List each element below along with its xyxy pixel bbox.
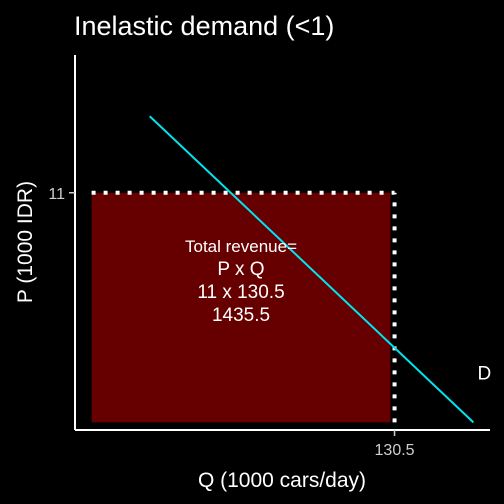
annotation-line: Total revenue= <box>185 237 297 256</box>
demand-curve <box>149 115 475 424</box>
y-tick-label: 11 <box>48 186 65 203</box>
y-axis-title: P (1000 IDR) <box>14 181 37 303</box>
plot-area: D Total revenue= P x Q 11 x 130.5 1435.5 130.… <box>48 55 491 459</box>
x-tick-label: 130.5 <box>375 442 415 459</box>
chart-title: Inelastic demand (<1) <box>74 11 334 41</box>
annotation-line: P x Q <box>217 259 264 280</box>
annotation-line: 11 x 130.5 <box>197 282 284 303</box>
annotation-line: 1435.5 <box>212 305 270 326</box>
total-revenue-annotation: Total revenue= P x Q 11 x 130.5 1435.5 <box>185 237 297 326</box>
demand-curve-label: D <box>478 363 492 384</box>
revenue-rectangle <box>91 192 391 423</box>
x-axis-title: Q (1000 cars/day) <box>198 469 366 492</box>
